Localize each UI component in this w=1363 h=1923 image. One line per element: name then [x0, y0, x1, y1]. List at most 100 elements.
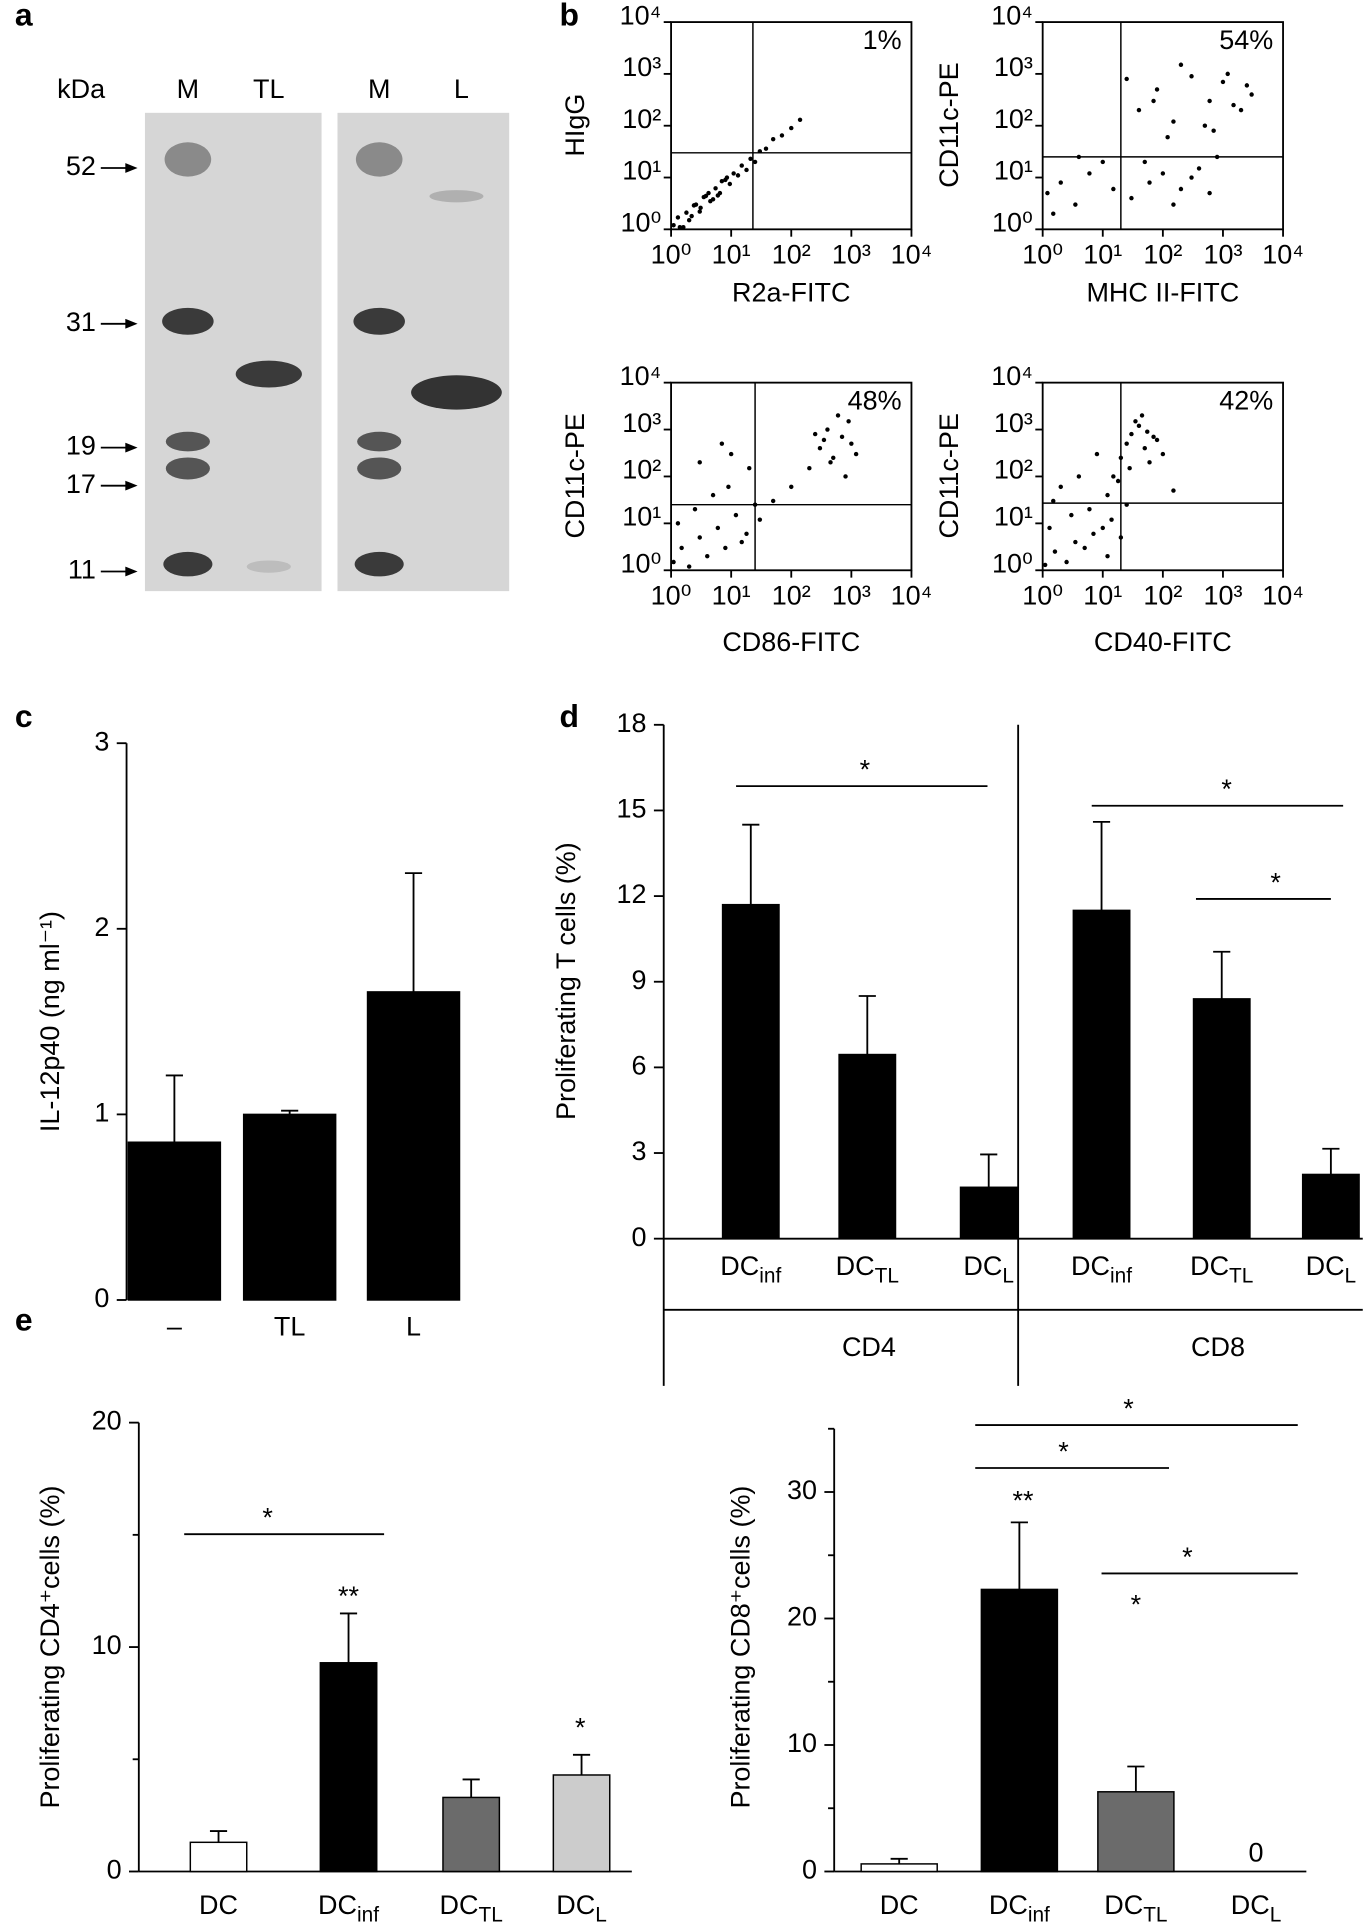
data-point [839, 434, 845, 440]
data-point [731, 171, 736, 176]
x-tick-label: DC [199, 1890, 238, 1920]
panel-label: e [15, 1301, 33, 1337]
data-point [1118, 455, 1124, 460]
y-axis-label: HIgG [560, 94, 590, 157]
gel-header: TL [253, 74, 284, 104]
label-main: DC [989, 1890, 1028, 1920]
data-point [825, 427, 830, 432]
data-point [692, 507, 698, 512]
x-tick-label: TL [274, 1311, 305, 1341]
significance-mark: ** [338, 1581, 359, 1611]
y-axis-label: Proliferating CD8⁺cells (%) [725, 1486, 755, 1809]
data-point [1207, 98, 1212, 104]
data-point [1154, 437, 1160, 443]
y-tick-label: 15 [617, 794, 647, 824]
data-point [1244, 83, 1250, 88]
gel-band [235, 360, 302, 388]
data-point [1160, 451, 1166, 457]
data-point [1058, 484, 1063, 490]
label-sub: L [1270, 1903, 1282, 1923]
data-point [1220, 79, 1226, 85]
x-tick-label: L [406, 1311, 421, 1341]
gel-header: M [368, 74, 390, 104]
significance-mark: * [575, 1712, 586, 1742]
gel-markers: 52 31 19 17 11 [66, 151, 138, 585]
y-tick-label: 10² [622, 455, 661, 485]
data-point [835, 413, 841, 418]
annotation: 48% [848, 385, 902, 415]
data-point [1249, 92, 1254, 97]
data-point [831, 455, 836, 460]
data-point [744, 167, 749, 173]
label-main: DC [1231, 1890, 1270, 1920]
label-sub: inf [1028, 1903, 1050, 1923]
data-point [1069, 512, 1074, 518]
y-tick-label: 9 [632, 965, 647, 995]
x-tick-label: 10³ [1203, 239, 1242, 269]
data-point [671, 223, 676, 228]
data-point [843, 474, 848, 479]
marker-arrowhead [125, 318, 138, 329]
data-point [739, 163, 744, 168]
gel-band [165, 457, 210, 480]
gel-header: M [177, 74, 199, 104]
x-tick-label: DCL [556, 1890, 607, 1923]
data-point [697, 209, 702, 214]
bar [189, 1841, 248, 1873]
data-point [710, 492, 716, 498]
label-sub: TL [478, 1903, 502, 1923]
marker-label: 11 [68, 555, 96, 585]
x-tick-label: DCTL [836, 1251, 899, 1287]
data-point [691, 203, 697, 208]
x-tick-label: DCTL [1190, 1251, 1253, 1287]
data-point [698, 205, 703, 211]
marker-label: 17 [66, 469, 96, 499]
data-point [697, 460, 702, 465]
y-tick-label: 10⁰ [992, 548, 1033, 578]
x-tick-label: 10⁴ [1262, 580, 1304, 610]
data-point [1105, 553, 1110, 559]
data-point [1136, 107, 1142, 113]
data-point [1142, 159, 1147, 165]
gel-band [162, 307, 214, 335]
data-point [671, 559, 676, 565]
label-sub: TL [1229, 1264, 1253, 1287]
x-tick-label: DCTL [1104, 1890, 1167, 1923]
data-point [770, 136, 776, 142]
y-tick-label: 10⁴ [620, 361, 662, 391]
x-axis-label: R2a-FITC [732, 277, 850, 307]
gel-band [357, 457, 402, 480]
marker-arrowhead [125, 163, 138, 173]
data-point [1052, 549, 1058, 554]
gel-band [429, 190, 484, 203]
data-point [1051, 498, 1056, 504]
data-point [1100, 159, 1105, 165]
data-point [821, 437, 827, 443]
bar [442, 1796, 501, 1873]
label-sub: L [1002, 1264, 1014, 1287]
data-point [710, 197, 716, 202]
y-tick-label: 10⁴ [991, 0, 1033, 30]
data-point [1231, 102, 1236, 108]
data-point [1136, 423, 1142, 429]
panel-label: b [559, 0, 578, 33]
annotation: 42% [1219, 385, 1273, 415]
y-tick-label: 10¹ [622, 502, 661, 532]
x-tick-label: 10⁰ [1022, 580, 1063, 610]
x-tick-label: DC [880, 1890, 919, 1920]
data-point [1111, 474, 1116, 479]
data-point [757, 149, 763, 154]
x-axis-label: CD40-FITC [1094, 627, 1232, 657]
marker-label: 52 [66, 151, 96, 181]
x-tick-label: 10² [772, 580, 811, 610]
data-point [1154, 87, 1160, 92]
marker-label: 31 [66, 307, 96, 337]
data-point [727, 181, 733, 187]
data-point [723, 545, 728, 551]
bar [1072, 909, 1131, 1240]
data-point [713, 186, 718, 191]
x-tick-label: 10² [1143, 239, 1182, 269]
y-tick-label: 2 [94, 912, 109, 942]
data-point [1051, 211, 1056, 216]
